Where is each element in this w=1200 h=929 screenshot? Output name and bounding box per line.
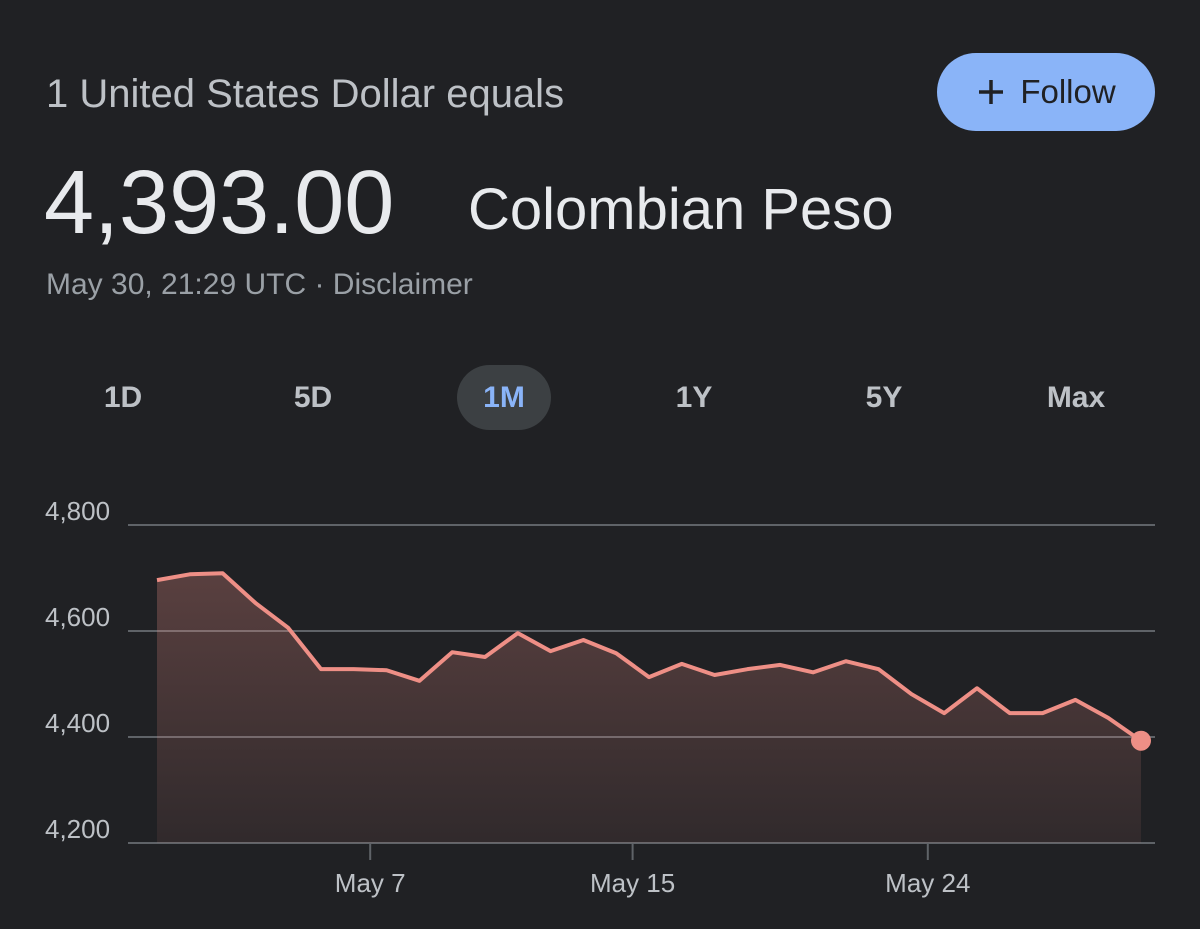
tab[interactable]: 5D (293, 380, 333, 414)
last-point (1131, 730, 1151, 751)
line (156, 571, 1143, 743)
plus-icon (979, 80, 1004, 104)
tab[interactable]: 1M (457, 365, 551, 430)
currency: Colombian Peso (468, 177, 894, 242)
x-tick-label: May 15 (590, 868, 675, 898)
tab[interactable]: 1Y (675, 380, 713, 414)
timestamp: May 30, 21:29 UTC · Disclaimer (46, 268, 473, 301)
x-tick-label: May 7 (335, 868, 406, 898)
tab[interactable]: Max (1046, 380, 1106, 414)
y-tick-label: 4,200 (45, 814, 110, 844)
follow-label: Follow (1020, 73, 1116, 110)
x-tick-label: May 24 (885, 868, 970, 898)
subtitle: 1 United States Dollar equals (46, 72, 565, 116)
y-tick-label: 4,800 (45, 496, 110, 526)
y-tick-label: 4,400 (45, 708, 110, 738)
tab[interactable]: 5Y (865, 380, 903, 414)
rate: 4,393.00 (44, 153, 395, 253)
follow-button[interactable]: Follow (937, 53, 1155, 131)
y-tick-label: 4,600 (45, 602, 110, 632)
tab[interactable]: 1D (103, 380, 143, 414)
area (157, 573, 1141, 843)
